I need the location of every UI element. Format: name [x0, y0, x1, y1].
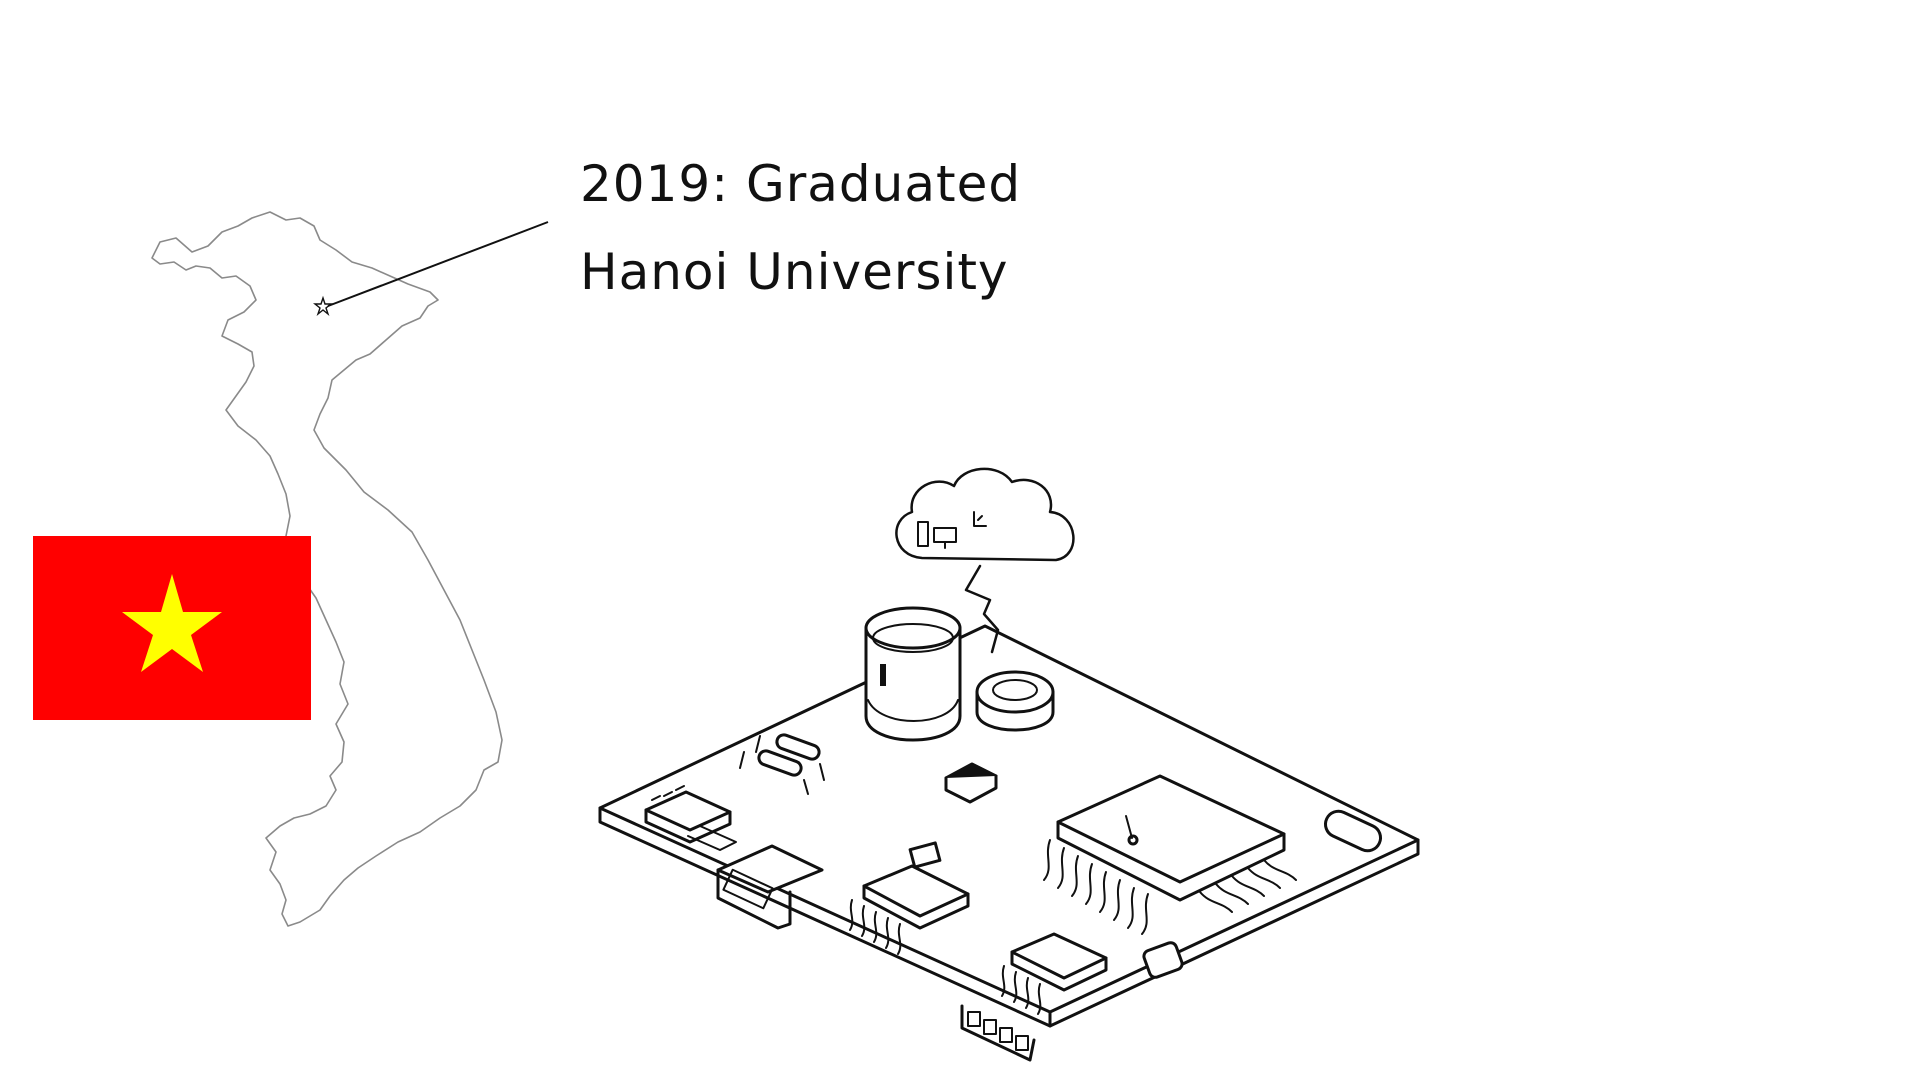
circuit-board-illustration [598, 467, 1420, 1062]
caption-line-university: Hanoi University [580, 243, 1009, 301]
caption-line-year: 2019: Graduated [580, 155, 1022, 213]
lightning-link [964, 564, 1000, 654]
cloud-icon [895, 467, 1075, 562]
resistor-pair [739, 733, 825, 795]
small-ic [908, 841, 942, 869]
crystal-oscillator [1323, 809, 1383, 853]
header-connector [960, 1004, 1036, 1062]
vietnam-flag [33, 536, 311, 720]
vietnam-map-outline [151, 211, 503, 927]
ring-component [975, 670, 1055, 714]
cylinder-component [864, 626, 962, 742]
side-button [1142, 941, 1184, 979]
leader-line [327, 221, 549, 307]
computer-icon [917, 521, 929, 547]
chart-icon [973, 511, 987, 527]
usb-port [716, 844, 824, 894]
star-icon [313, 295, 333, 317]
caption: 2019: Graduated Hanoi University [580, 140, 1021, 316]
star-icon [122, 574, 222, 672]
